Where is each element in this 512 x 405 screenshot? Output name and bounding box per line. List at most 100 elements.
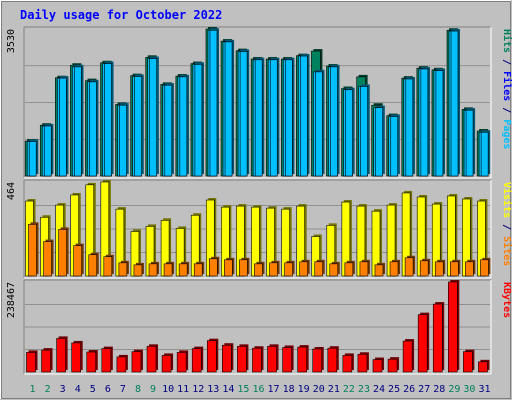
bar-sites-17: [269, 260, 280, 277]
bar-sites-23-face: [359, 261, 369, 277]
bar-pages-18-face: [284, 59, 293, 177]
bar-pages-14-face: [224, 41, 233, 177]
legend-entry-KBytes: KBytes: [501, 282, 512, 318]
bar-sites-16: [254, 261, 265, 277]
bar-kbytes-5-face: [86, 351, 97, 373]
bar-pages-1-face: [28, 141, 37, 177]
bar-kbytes-1-face: [26, 352, 36, 373]
bar-pages-28-face: [435, 70, 444, 177]
bar-sites-10-face: [163, 263, 173, 277]
bar-pages-29-face: [450, 30, 459, 177]
bar-pages-6: [104, 61, 114, 177]
bar-pages-27-face: [420, 68, 429, 177]
chart-panels: 3530 Hits / Files / Pages 464 Visits / Site…: [6, 26, 512, 375]
bar-sites-18-face: [284, 262, 293, 277]
x-tick-label-18: 18: [283, 384, 295, 395]
bar-pages-11: [179, 74, 189, 177]
legend-entry-Sites: Sites: [501, 236, 512, 266]
bar-kbytes-8-face: [131, 351, 142, 373]
bar-pages-20: [315, 69, 325, 177]
bar-pages-23: [360, 84, 370, 177]
bar-kbytes-17: [267, 344, 279, 373]
x-tick-label-14: 14: [222, 384, 234, 395]
x-tick-label-22: 22: [343, 384, 355, 395]
bar-kbytes-4: [71, 340, 83, 373]
bar-kbytes-28: [432, 302, 445, 373]
bar-kbytes-10-face: [161, 355, 172, 373]
bar-sites-15: [239, 257, 250, 277]
bar-kbytes-23: [357, 352, 369, 373]
x-tick-label-4: 4: [75, 384, 81, 395]
bar-kbytes-19: [297, 345, 309, 373]
bar-pages-5: [89, 79, 99, 177]
bar-sites-29: [450, 259, 461, 277]
bar-kbytes-2: [41, 348, 53, 373]
bar-sites-19-face: [299, 261, 308, 277]
bar-kbytes-4-face: [71, 342, 81, 373]
bar-sites-24: [374, 262, 385, 277]
legend-entry-Visits: Visits: [501, 182, 512, 218]
x-tick-label-17: 17: [268, 384, 280, 395]
bar-kbytes-19-face: [297, 346, 307, 373]
bar-kbytes-18-face: [282, 347, 292, 373]
x-tick-label-10: 10: [162, 384, 174, 395]
bar-pages-26-face: [405, 78, 414, 177]
bar-sites-26: [404, 255, 416, 277]
bar-pages-22-face: [345, 89, 353, 177]
bar-sites-30-face: [465, 261, 474, 277]
bar-pages-18: [284, 57, 295, 177]
x-tick-label-5: 5: [90, 384, 96, 395]
bar-sites-22: [344, 260, 355, 277]
bar-kbytes-28-face: [432, 303, 443, 373]
bar-kbytes-16: [252, 346, 264, 373]
bar-kbytes-9-face: [146, 346, 157, 373]
bar-kbytes-10: [161, 353, 174, 373]
bar-kbytes-8: [131, 349, 143, 373]
bar-kbytes-1: [26, 350, 38, 373]
bar-sites-11-face: [178, 263, 188, 277]
bar-sites-16-face: [254, 263, 263, 277]
bar-pages-2: [43, 124, 54, 177]
legend-entry-Files: Files: [501, 71, 512, 101]
x-tick-label-6: 6: [105, 384, 111, 395]
bar-kbytes-21: [327, 346, 339, 373]
x-tick-label-28: 28: [433, 384, 445, 395]
bar-sites-21: [329, 261, 340, 277]
bar-kbytes-20-face: [312, 348, 323, 373]
legend-entry-Pages: Pages: [501, 119, 512, 149]
bar-pages-12: [194, 62, 204, 177]
bar-sites-20: [314, 259, 325, 277]
x-tick-label-19: 19: [298, 384, 310, 395]
bar-sites-3-face: [58, 229, 67, 277]
bar-kbytes-14: [222, 343, 234, 373]
bar-sites-1: [28, 222, 39, 277]
bar-pages-8-face: [134, 76, 142, 177]
bar-kbytes-24-face: [372, 359, 383, 373]
bar-pages-30: [465, 108, 476, 177]
legend-entry-Hits: Hits: [501, 29, 512, 53]
bar-pages-2-face: [43, 125, 52, 177]
bar-kbytes-22-face: [342, 355, 353, 373]
bar-kbytes-3-face: [56, 338, 66, 373]
x-tick-label-23: 23: [358, 384, 370, 395]
bar-kbytes-27-face: [417, 314, 428, 373]
bar-pages-14: [224, 39, 235, 177]
bar-sites-23: [359, 259, 370, 277]
x-tick-label-2: 2: [45, 384, 51, 395]
bar-pages-26: [405, 76, 415, 177]
bar-pages-12-face: [194, 64, 203, 177]
chart-title: Daily usage for October 2022: [20, 8, 222, 22]
bar-kbytes-6-face: [101, 348, 112, 373]
bar-pages-24-face: [375, 107, 383, 177]
bar-kbytes-20: [312, 346, 324, 373]
bar-sites-2-face: [43, 241, 52, 277]
bar-pages-9-face: [149, 58, 158, 177]
bar-kbytes-23-face: [357, 353, 368, 373]
bar-pages-7: [119, 103, 129, 177]
bar-sites-5-face: [88, 254, 98, 277]
bar-kbytes-18: [282, 345, 294, 373]
bar-kbytes-30: [463, 349, 475, 373]
bar-kbytes-17-face: [267, 346, 277, 373]
bar-sites-4-face: [73, 245, 82, 277]
